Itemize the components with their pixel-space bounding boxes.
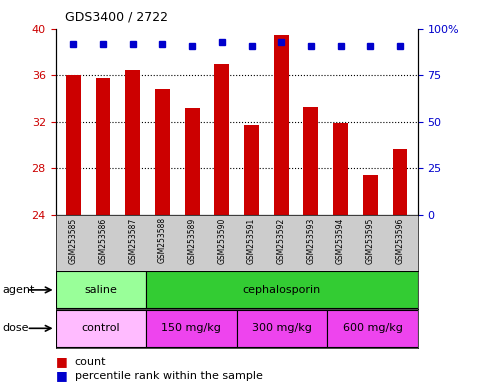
Text: GSM253594: GSM253594 <box>336 217 345 264</box>
Text: ■: ■ <box>56 355 67 368</box>
Bar <box>56 310 146 347</box>
Text: percentile rank within the sample: percentile rank within the sample <box>75 371 263 381</box>
Text: agent: agent <box>2 285 35 295</box>
Text: GSM253586: GSM253586 <box>99 217 108 263</box>
Bar <box>146 271 418 308</box>
Text: cephalosporin: cephalosporin <box>243 285 321 295</box>
Text: count: count <box>75 357 106 367</box>
Text: GSM253596: GSM253596 <box>396 217 404 264</box>
Text: 150 mg/kg: 150 mg/kg <box>161 323 221 333</box>
Text: GSM253592: GSM253592 <box>277 217 286 263</box>
Text: 600 mg/kg: 600 mg/kg <box>342 323 402 333</box>
Text: GSM253595: GSM253595 <box>366 217 375 264</box>
Bar <box>327 310 418 347</box>
Bar <box>96 78 111 215</box>
Bar <box>237 310 327 347</box>
Text: 300 mg/kg: 300 mg/kg <box>252 323 312 333</box>
Bar <box>66 75 81 215</box>
Text: GSM253591: GSM253591 <box>247 217 256 263</box>
Text: control: control <box>82 323 120 333</box>
Bar <box>244 126 259 215</box>
Text: GSM253590: GSM253590 <box>217 217 227 264</box>
Text: dose: dose <box>2 323 29 333</box>
Bar <box>155 89 170 215</box>
Bar <box>146 310 237 347</box>
Text: saline: saline <box>85 285 117 295</box>
Bar <box>393 149 407 215</box>
Bar <box>56 271 146 308</box>
Text: GSM253589: GSM253589 <box>187 217 197 263</box>
Text: GSM253587: GSM253587 <box>128 217 137 263</box>
Bar <box>185 108 199 215</box>
Bar <box>303 107 318 215</box>
Bar <box>125 70 140 215</box>
Bar <box>214 64 229 215</box>
Text: GSM253593: GSM253593 <box>306 217 315 264</box>
Text: ■: ■ <box>56 369 67 382</box>
Bar <box>363 175 378 215</box>
Bar <box>274 35 289 215</box>
Text: GDS3400 / 2722: GDS3400 / 2722 <box>65 10 168 23</box>
Text: GSM253588: GSM253588 <box>158 217 167 263</box>
Text: GSM253585: GSM253585 <box>69 217 78 263</box>
Bar <box>333 123 348 215</box>
